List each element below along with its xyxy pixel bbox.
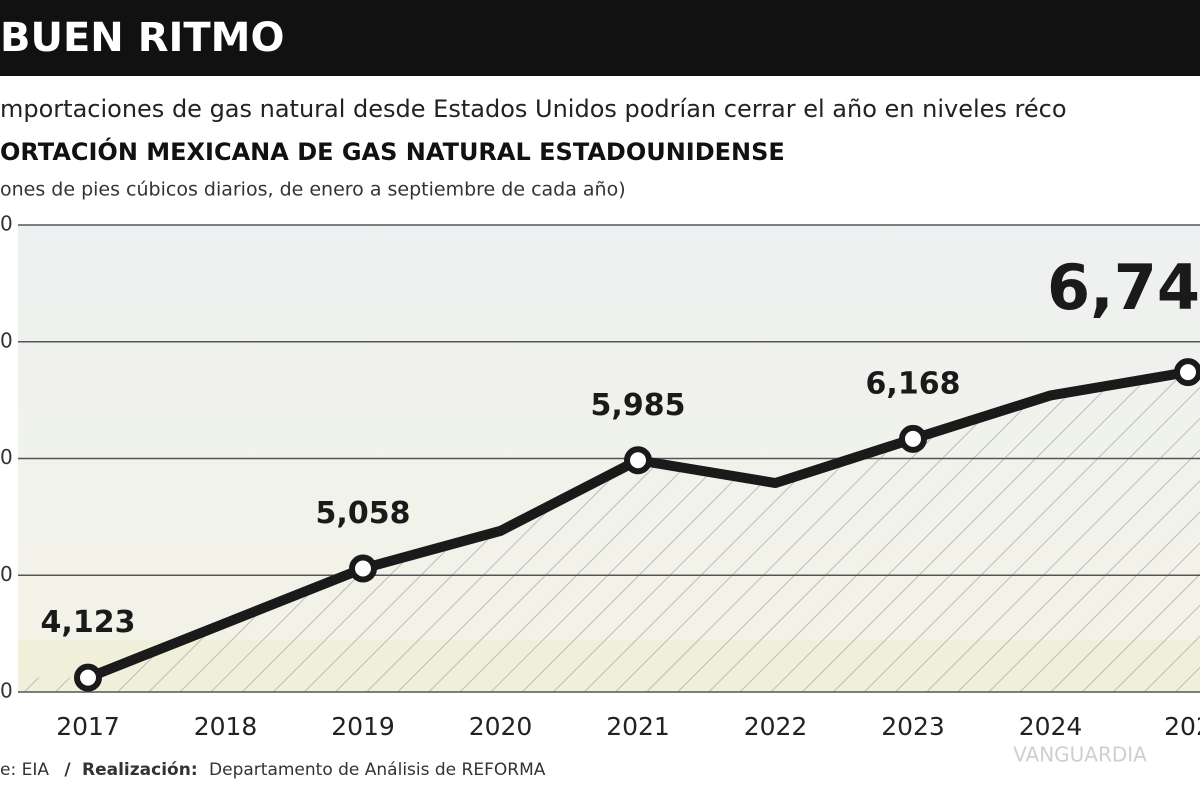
- y-tick-label: 0: [0, 562, 13, 586]
- y-tick-label: 0: [0, 212, 13, 236]
- x-tick-label: 2020: [469, 712, 533, 741]
- y-tick-label: 0: [0, 445, 13, 469]
- x-tick-label: 2021: [606, 712, 670, 741]
- header-bar: [0, 0, 1200, 76]
- y-tick-label: 0: [0, 679, 13, 703]
- separator: /: [64, 760, 71, 780]
- chart-title: ORTACIÓN MEXICANA DE GAS NATURAL ESTADOU…: [0, 136, 785, 166]
- header: BUEN RITMO: [0, 15, 284, 61]
- x-tick-label: 2019: [331, 712, 395, 741]
- credit: Departamento de Análisis de REFORMA: [209, 760, 546, 780]
- hatch-area: [18, 372, 1200, 692]
- units: ones de pies cúbicos diarios, de enero a…: [0, 179, 626, 201]
- value-label: 5,985: [591, 388, 686, 423]
- x-tick-label: 2024: [1019, 712, 1083, 741]
- x-tick-label: 2023: [881, 712, 945, 741]
- point: [899, 424, 927, 453]
- x-tick-label: 202: [1164, 712, 1200, 741]
- x-tick-label: 2022: [744, 712, 808, 741]
- source: e: EIA / Realización: Departamento de An…: [0, 760, 546, 780]
- point: [349, 554, 377, 583]
- point: [624, 446, 652, 475]
- watermark: VANGUARDIA: [1013, 743, 1147, 767]
- point: [1174, 358, 1200, 387]
- x-tick-label: 2017: [56, 712, 120, 741]
- source-label: e: EIA: [0, 760, 49, 780]
- y-tick-label: 0: [0, 328, 13, 352]
- credit-label: Realización:: [82, 760, 198, 780]
- point: [74, 663, 102, 692]
- value-label: 6,74: [1047, 251, 1200, 324]
- subtitle: mportaciones de gas natural desde Estado…: [0, 95, 1067, 123]
- value-label: 4,123: [41, 605, 136, 640]
- value-label: 6,168: [866, 366, 961, 401]
- value-label: 5,058: [316, 496, 411, 531]
- x-tick-label: 2018: [194, 712, 258, 741]
